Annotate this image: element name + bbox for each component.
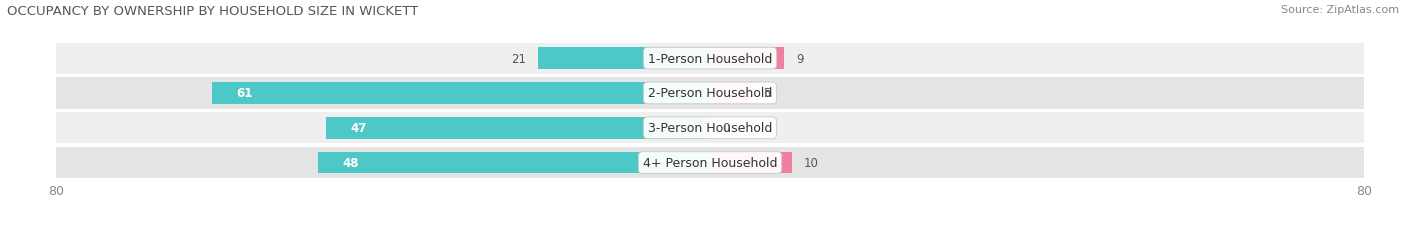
Bar — [56, 113, 1364, 144]
Text: 2-Person Household: 2-Person Household — [648, 87, 772, 100]
Bar — [211, 83, 710, 104]
Bar — [326, 118, 710, 139]
Text: Source: ZipAtlas.com: Source: ZipAtlas.com — [1281, 5, 1399, 15]
Text: 10: 10 — [804, 156, 818, 169]
Bar — [538, 48, 710, 70]
Bar — [56, 43, 1364, 75]
Text: 21: 21 — [512, 52, 526, 65]
Bar — [710, 152, 792, 174]
Text: 1-Person Household: 1-Person Household — [648, 52, 772, 65]
Bar — [56, 78, 1364, 109]
Text: 48: 48 — [342, 156, 359, 169]
Text: 5: 5 — [763, 87, 770, 100]
Text: 61: 61 — [236, 87, 253, 100]
Text: 4+ Person Household: 4+ Person Household — [643, 156, 778, 169]
Text: 0: 0 — [723, 122, 730, 135]
Bar — [56, 147, 1364, 178]
Text: 3-Person Household: 3-Person Household — [648, 122, 772, 135]
Bar — [710, 48, 783, 70]
Text: OCCUPANCY BY OWNERSHIP BY HOUSEHOLD SIZE IN WICKETT: OCCUPANCY BY OWNERSHIP BY HOUSEHOLD SIZE… — [7, 5, 418, 18]
Text: 47: 47 — [350, 122, 367, 135]
Bar — [710, 83, 751, 104]
Text: 9: 9 — [796, 52, 803, 65]
Bar — [318, 152, 710, 174]
